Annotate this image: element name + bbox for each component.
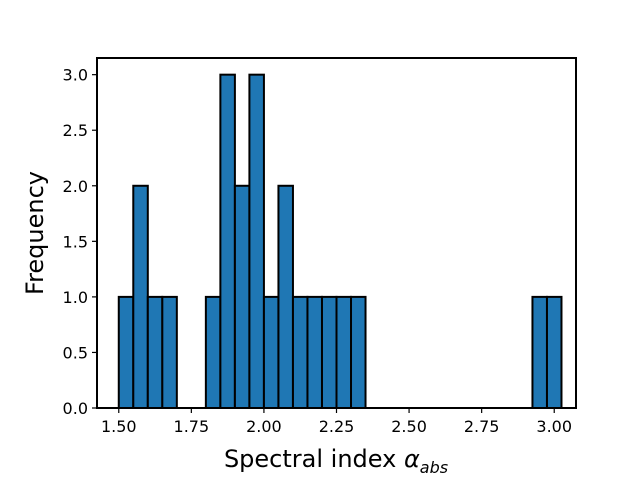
x-tick-label: 2.50 xyxy=(391,417,427,436)
x-tick-label: 2.00 xyxy=(246,417,282,436)
x-axis-label: Spectral index αabs xyxy=(224,445,448,477)
histogram-bar xyxy=(291,295,309,409)
histogram-bar xyxy=(277,184,294,409)
histogram-bar xyxy=(350,295,367,409)
histogram-bar xyxy=(132,184,149,409)
histogram-bar xyxy=(531,295,548,409)
y-tick-label: 0.0 xyxy=(63,399,88,418)
histogram-bar xyxy=(146,295,164,409)
y-tick-label: 3.0 xyxy=(63,66,88,85)
histogram-bar xyxy=(306,295,323,409)
histogram-bar xyxy=(335,295,353,409)
x-axis-label-subscript: abs xyxy=(420,458,448,477)
plot-frame xyxy=(96,57,577,409)
y-tick-label: 1.5 xyxy=(63,232,88,251)
x-axis-label-symbol: α xyxy=(404,445,420,473)
x-tick-label: 1.50 xyxy=(101,417,137,436)
x-tick-label: 1.75 xyxy=(174,417,210,436)
y-axis-label: Frequency xyxy=(21,171,49,295)
bars-group xyxy=(117,73,563,410)
y-ticks-group: 0.0 0.5 1.0 1.5 2.0 2.5 3.0 xyxy=(63,66,97,418)
histogram-bar xyxy=(262,295,280,409)
x-axis-label-main: Spectral index xyxy=(224,445,404,473)
x-tick-label: 2.25 xyxy=(319,417,355,436)
x-tick-label: 2.75 xyxy=(464,417,500,436)
histogram-bar xyxy=(204,295,222,409)
x-ticks-group: 1.50 1.75 2.00 2.25 2.50 2.75 3.00 xyxy=(101,408,572,436)
histogram-bar xyxy=(117,295,135,409)
y-tick-label: 0.5 xyxy=(63,343,88,362)
histogram-bar xyxy=(248,73,265,410)
histogram-bar xyxy=(545,295,563,409)
y-tick-label: 2.0 xyxy=(63,177,88,196)
histogram-bar xyxy=(219,73,236,410)
y-tick-label: 1.0 xyxy=(63,288,88,307)
histogram-bar xyxy=(233,184,251,409)
y-tick-label: 2.5 xyxy=(63,121,88,140)
histogram-bar xyxy=(161,295,178,409)
x-tick-label: 3.00 xyxy=(536,417,572,436)
histogram-bar xyxy=(320,295,338,409)
